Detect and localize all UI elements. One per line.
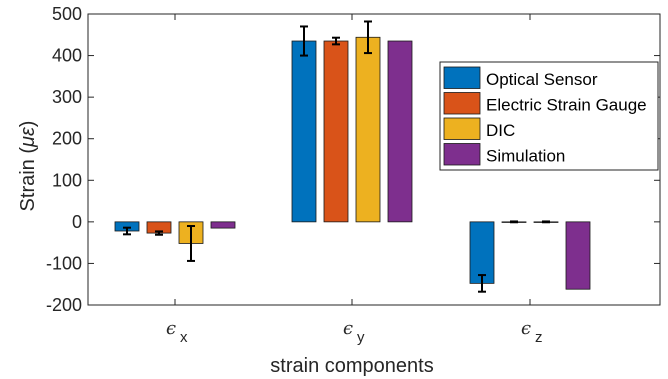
bar-electric-strain-gauge-y: [323, 40, 349, 223]
category-symbol: ϵ: [521, 318, 531, 339]
bar-dic-y: [355, 36, 381, 223]
legend-item-optical-sensor: Optical Sensor: [443, 66, 598, 89]
error-bar: [332, 36, 340, 46]
error-bar: [300, 25, 308, 57]
legend-swatch: [443, 66, 481, 89]
y-axis-title: Strain (με): [17, 121, 39, 212]
error-bar: [478, 274, 486, 293]
y-axis-title-unit: με: [17, 126, 39, 148]
category-symbol: ϵ: [166, 318, 176, 339]
bar-optical-sensor-y: [291, 40, 317, 223]
bar-simulation-x: [210, 221, 236, 229]
legend-swatch: [443, 92, 481, 115]
bar-simulation-z: [565, 221, 591, 290]
legend-item-dic: DIC: [443, 117, 515, 140]
error-bar: [155, 230, 163, 236]
bars-layer: [114, 36, 591, 290]
y-tick-label: 500: [52, 4, 82, 24]
y-tick-label: -200: [46, 295, 82, 315]
y-tick-label: 300: [52, 87, 82, 107]
error-bar: [364, 20, 372, 55]
error-bar: [123, 226, 131, 236]
legend-swatch: [443, 143, 481, 166]
x-axis-title: strain components: [270, 355, 433, 377]
category-subscript: x: [180, 329, 188, 346]
y-axis-title-prefix: Strain (: [17, 147, 39, 212]
error-bar: [187, 225, 195, 262]
y-tick-label: 200: [52, 129, 82, 149]
axes-layer: [87, 13, 661, 306]
bar-optical-sensor-z: [469, 221, 495, 284]
legend: Optical Sensor Electric Strain Gauge DIC Si…: [439, 61, 659, 171]
error-bar: [542, 220, 550, 224]
y-axis-title-suffix: ): [17, 121, 39, 128]
bar-simulation-y: [387, 40, 413, 223]
legend-swatch: [443, 117, 481, 140]
y-tick-label: 0: [72, 212, 82, 232]
legend-label: Simulation: [486, 146, 565, 165]
y-tick-label: 400: [52, 46, 82, 66]
legend-label: Electric Strain Gauge: [486, 95, 647, 114]
legend-item-electric-strain-gauge: Electric Strain Gauge: [443, 92, 647, 115]
error-bar: [510, 220, 518, 224]
y-tick-labels: -200 -100 0 100 200 300 400 500: [46, 4, 82, 315]
axes-box: [87, 13, 661, 306]
legend-label: DIC: [486, 121, 515, 140]
category-subscript: z: [535, 329, 543, 346]
error-bars-layer: [123, 20, 550, 293]
legend-item-simulation: Simulation: [443, 143, 565, 166]
category-symbol: ϵ: [343, 318, 353, 339]
y-tick-label: 100: [52, 170, 82, 190]
y-tick-label: -100: [46, 253, 82, 273]
category-subscript: y: [357, 329, 365, 346]
legend-label: Optical Sensor: [486, 70, 598, 89]
